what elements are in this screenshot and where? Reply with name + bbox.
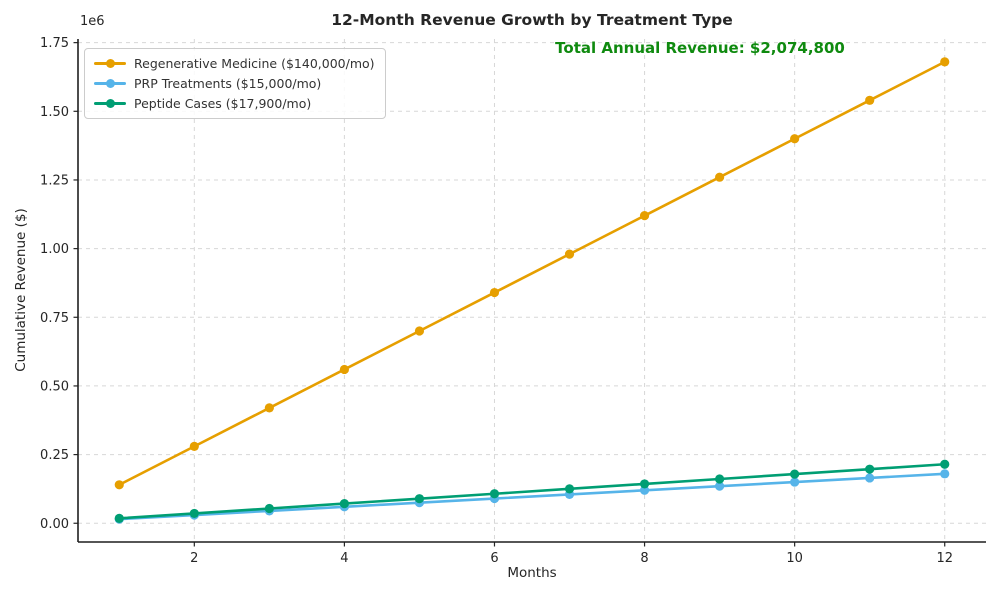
data-point-peptide-cases: [940, 459, 950, 469]
y-axis-offset-label: 1e6: [80, 14, 105, 29]
series-line-prp-treatments: [117, 472, 947, 521]
data-point-peptide-cases: [189, 508, 199, 519]
data-point-prp-treatments: [639, 485, 650, 495]
data-point-regenerative-medicine: [790, 134, 800, 144]
legend-item-regenerative-medicine: Regenerative Medicine ($140,000/mo): [94, 56, 375, 71]
data-point-peptide-cases: [639, 479, 650, 489]
data-point-peptide-cases: [264, 503, 274, 514]
legend-item-prp-treatments: PRP Treatments ($15,000/mo): [94, 76, 375, 91]
data-point-regenerative-medicine: [489, 287, 500, 298]
series-line-peptide-cases: [117, 462, 947, 520]
data-point-regenerative-medicine: [114, 480, 124, 490]
y-tick-label: 1.00: [40, 242, 69, 257]
total-revenue-annotation: Total Annual Revenue: $2,074,800: [555, 39, 845, 57]
legend-item-peptide-cases: Peptide Cases ($17,900/mo): [94, 96, 375, 111]
y-tick-label: 0.75: [40, 311, 69, 326]
data-point-regenerative-medicine: [865, 95, 875, 105]
data-point-regenerative-medicine: [339, 364, 349, 375]
data-point-peptide-cases: [790, 469, 800, 479]
legend: Regenerative Medicine ($140,000/mo) PRP T…: [84, 48, 386, 119]
y-tick-label: 1.75: [40, 36, 69, 51]
data-point-peptide-cases: [114, 513, 124, 523]
x-axis-label: Months: [507, 565, 557, 581]
data-point-regenerative-medicine: [264, 403, 274, 413]
y-axis-label: Cumulative Revenue ($): [13, 208, 29, 372]
series-line-regenerative-medicine: [117, 60, 947, 487]
y-tick-label: 1.25: [40, 173, 69, 188]
data-point-peptide-cases: [339, 498, 349, 509]
legend-line-marker-icon: [94, 59, 126, 69]
legend-line-marker-icon: [94, 99, 126, 109]
chart-title: 12-Month Revenue Growth by Treatment Typ…: [331, 11, 733, 29]
data-point-peptide-cases: [865, 464, 875, 474]
data-point-regenerative-medicine: [715, 172, 725, 182]
data-point-prp-treatments: [940, 469, 950, 479]
data-point-regenerative-medicine: [639, 211, 650, 221]
y-tick-label: 0.00: [40, 517, 69, 532]
legend-item-label: Regenerative Medicine ($140,000/mo): [134, 56, 375, 71]
x-tick-label: 2: [190, 551, 198, 566]
data-point-peptide-cases: [489, 489, 500, 499]
x-tick-label: 8: [640, 551, 648, 566]
data-point-regenerative-medicine: [189, 441, 199, 451]
x-tick-label: 12: [936, 551, 953, 566]
legend-line-marker-icon: [94, 79, 126, 89]
data-point-peptide-cases: [414, 494, 425, 504]
data-point-peptide-cases: [564, 484, 575, 494]
data-point-regenerative-medicine: [414, 326, 425, 336]
y-tick-label: 0.25: [40, 448, 69, 463]
data-point-prp-treatments: [790, 477, 800, 487]
y-tick-label: 0.50: [40, 379, 69, 394]
x-tick-label: 10: [786, 551, 803, 566]
data-point-prp-treatments: [865, 473, 875, 483]
data-point-prp-treatments: [715, 481, 725, 491]
legend-item-label: PRP Treatments ($15,000/mo): [134, 76, 322, 91]
data-point-peptide-cases: [715, 474, 725, 484]
x-tick-label: 6: [490, 551, 498, 566]
x-tick-label: 4: [340, 551, 348, 566]
y-tick-label: 1.50: [40, 105, 69, 120]
data-point-regenerative-medicine: [564, 249, 575, 259]
data-point-regenerative-medicine: [940, 57, 950, 67]
legend-item-label: Peptide Cases ($17,900/mo): [134, 96, 312, 111]
